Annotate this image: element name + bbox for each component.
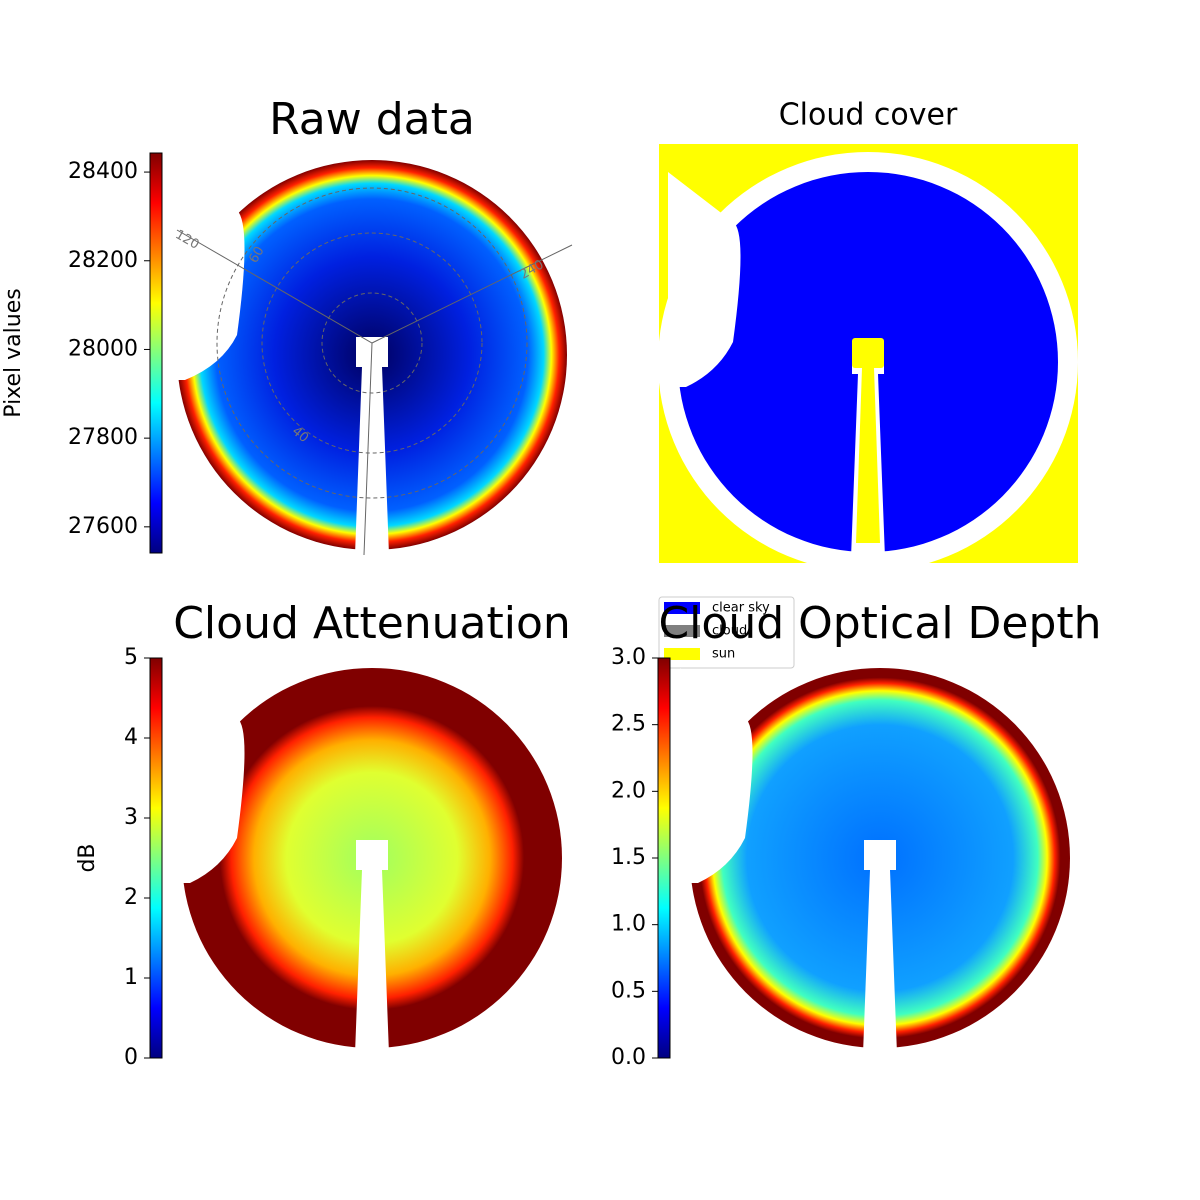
colorbar <box>149 657 163 1059</box>
mast <box>862 840 898 1080</box>
colorbar-tick-label: 28200 <box>68 248 138 273</box>
legend-swatch <box>664 625 700 637</box>
chart-title: Cloud Optical Depth <box>658 598 1101 649</box>
obstruction <box>668 172 741 387</box>
colorbar-tick-label: 3 <box>124 805 138 830</box>
mast <box>354 337 390 582</box>
polar-circle <box>216 187 528 499</box>
colorbar-tick-label: 2 <box>124 885 138 910</box>
chart-title: Cloud cover <box>779 98 958 133</box>
colorbar <box>657 657 671 1059</box>
legend-label: clear sky <box>712 601 770 616</box>
obstruction <box>172 668 245 883</box>
chart-title: Raw data <box>269 94 475 145</box>
colorbar-label: Pixel values <box>1 288 26 417</box>
legend-swatch <box>664 648 700 660</box>
colorbar <box>149 152 163 554</box>
legend-label: cloud <box>712 624 747 639</box>
legend-swatch <box>664 602 700 614</box>
polar-circle <box>261 232 483 454</box>
sun-mask <box>852 338 884 368</box>
colorbar-tick-label: 28000 <box>68 336 138 361</box>
colorbar-tick-label: 0.0 <box>611 1045 646 1070</box>
polar-circle <box>321 292 423 394</box>
colorbar-tick-label: 4 <box>124 725 138 750</box>
colorbar-tick-label: 0 <box>124 1045 138 1070</box>
colorbar-tick-label: 1 <box>124 965 138 990</box>
colorbar-tick-label: 3.0 <box>611 645 646 670</box>
sun-mast <box>856 368 880 543</box>
obstruction <box>167 160 245 380</box>
colorbar-tick-label: 27600 <box>68 514 138 539</box>
colorbar-tick-label: 0.5 <box>611 978 646 1003</box>
polar-line <box>176 229 573 556</box>
colorbar-tick-label: 27800 <box>68 425 138 450</box>
colorbar-tick-label: 5 <box>124 645 138 670</box>
colorbar-tick-label: 28400 <box>68 159 138 184</box>
colorbar-tick-label: 1.5 <box>611 845 646 870</box>
chart-title: Cloud Attenuation <box>173 598 571 649</box>
colorbar-label: dB <box>75 843 100 872</box>
polar-label: 60 <box>246 244 267 266</box>
colorbar-tick-label: 2.5 <box>611 712 646 737</box>
polar-grid <box>176 187 573 556</box>
legend-label: sun <box>712 647 735 662</box>
colorbar-tick-label: 2.0 <box>611 778 646 803</box>
obstruction <box>680 668 753 883</box>
colorbar-tick-label: 1.0 <box>611 912 646 937</box>
mast <box>354 840 390 1080</box>
